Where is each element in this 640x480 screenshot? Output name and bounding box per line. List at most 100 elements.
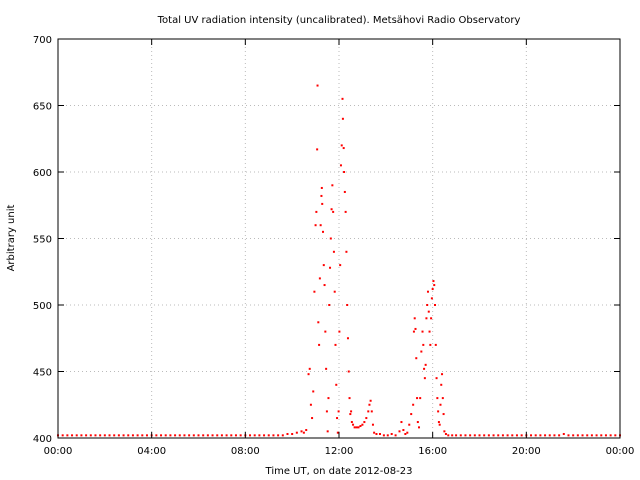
data-point [420, 350, 423, 353]
x-tick-label: 00:00 [44, 446, 73, 457]
data-point [398, 430, 401, 433]
data-point [234, 434, 237, 437]
data-point [478, 434, 481, 437]
data-point [365, 417, 368, 420]
data-point [581, 434, 584, 437]
data-point [334, 343, 337, 346]
data-point [325, 410, 328, 413]
data-point [427, 310, 430, 313]
data-point [378, 433, 381, 436]
data-point [61, 434, 64, 437]
data-point [439, 403, 442, 406]
data-point [515, 434, 518, 437]
data-point [141, 434, 144, 437]
data-point [604, 434, 607, 437]
data-point [492, 434, 495, 437]
data-point [382, 434, 385, 437]
data-point [316, 148, 319, 151]
data-point [340, 144, 343, 147]
data-point [402, 429, 405, 432]
data-point [320, 186, 323, 189]
data-point [441, 397, 444, 400]
data-point [291, 433, 294, 436]
data-point [349, 413, 352, 416]
data-point [572, 434, 575, 437]
data-point [341, 117, 344, 120]
data-point [369, 399, 372, 402]
data-point [348, 397, 351, 400]
data-point [339, 164, 342, 167]
data-point [267, 434, 270, 437]
data-point [85, 434, 88, 437]
y-axis-label: Arbitrary unit [6, 205, 17, 272]
data-point [308, 367, 311, 370]
y-tick-label: 600 [33, 168, 52, 179]
data-point [413, 317, 416, 320]
data-point [343, 190, 346, 193]
data-point [429, 343, 432, 346]
data-point [459, 434, 462, 437]
data-point [336, 431, 339, 434]
data-point [614, 434, 617, 437]
data-point [300, 430, 303, 433]
data-point [342, 147, 345, 150]
data-point [350, 410, 353, 413]
data-point [511, 434, 514, 437]
data-point [406, 431, 409, 434]
data-point [609, 434, 612, 437]
data-point [483, 434, 486, 437]
data-point [394, 434, 397, 437]
chart-title: Total UV radiation intensity (uncalibrat… [157, 15, 521, 26]
x-tick-label: 12:00 [325, 446, 354, 457]
x-tick-label: 16:00 [418, 446, 447, 457]
data-point [487, 434, 490, 437]
data-point [309, 403, 312, 406]
data-point [368, 403, 371, 406]
data-point [335, 383, 338, 386]
data-point [321, 230, 324, 233]
data-point [430, 297, 433, 300]
data-point [160, 434, 163, 437]
data-point [600, 434, 603, 437]
data-point [332, 250, 335, 253]
data-point [350, 421, 353, 424]
data-point [353, 426, 356, 429]
data-point [443, 430, 446, 433]
data-point [322, 264, 325, 267]
data-point [313, 290, 316, 293]
data-point [412, 403, 415, 406]
data-point [331, 184, 334, 187]
data-point [316, 84, 319, 87]
data-point [455, 434, 458, 437]
data-point [317, 321, 320, 324]
data-point [357, 426, 360, 429]
y-tick-label: 400 [33, 434, 52, 445]
axis-ticks [57, 38, 621, 439]
data-point [99, 434, 102, 437]
data-point [544, 434, 547, 437]
data-point [302, 431, 305, 434]
data-point [253, 434, 256, 437]
data-point [440, 383, 443, 386]
data-point [312, 390, 315, 393]
data-point [590, 434, 593, 437]
data-point [530, 434, 533, 437]
data-point [444, 433, 447, 436]
data-point [426, 304, 429, 306]
data-point [506, 434, 509, 437]
data-point [318, 277, 321, 280]
data-point [355, 426, 358, 429]
data-point [520, 434, 523, 437]
data-point [216, 434, 219, 437]
data-point [586, 434, 589, 437]
data-point [421, 330, 424, 333]
data-point [320, 194, 323, 197]
data-point [281, 434, 284, 437]
data-point [314, 224, 317, 227]
y-tick-label: 700 [33, 35, 52, 46]
data-point [451, 434, 454, 437]
data-point [373, 431, 376, 434]
data-point [416, 397, 419, 400]
